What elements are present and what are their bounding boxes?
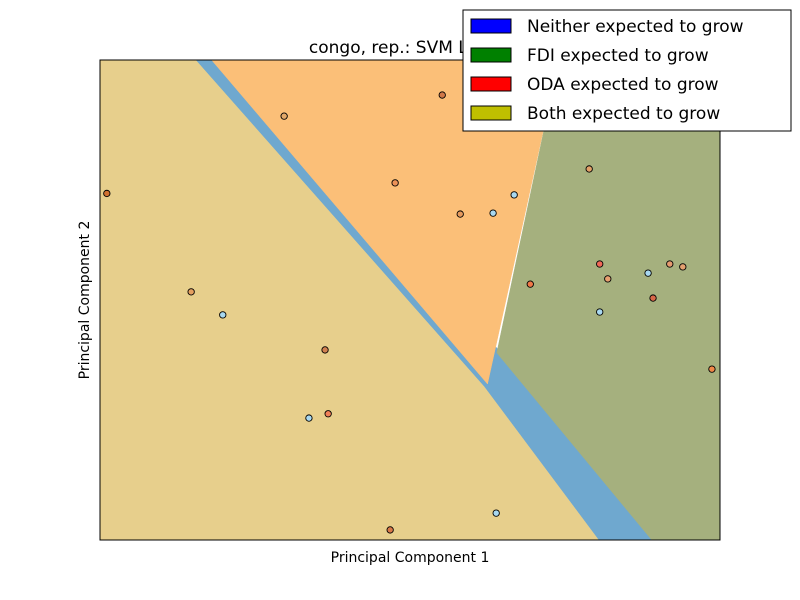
legend-label: ODA expected to grow bbox=[527, 75, 719, 95]
y-axis-label: Principal Component 2 bbox=[77, 221, 93, 380]
data-point bbox=[679, 263, 687, 271]
data-point bbox=[438, 91, 446, 99]
data-point bbox=[596, 260, 604, 268]
data-point bbox=[596, 308, 604, 316]
data-point bbox=[708, 365, 716, 373]
data-point bbox=[510, 191, 518, 199]
data-point bbox=[321, 346, 329, 354]
data-point bbox=[386, 526, 394, 534]
data-point bbox=[604, 275, 612, 283]
data-point bbox=[305, 414, 313, 422]
data-point bbox=[187, 288, 195, 296]
data-point bbox=[649, 294, 657, 302]
data-point bbox=[492, 509, 500, 517]
data-point bbox=[585, 165, 593, 173]
data-point bbox=[644, 269, 652, 277]
legend-swatch bbox=[470, 18, 512, 34]
legend: Neither expected to grow FDI expected to … bbox=[462, 9, 792, 132]
data-point bbox=[489, 209, 497, 217]
legend-label: Both expected to grow bbox=[527, 104, 720, 124]
legend-swatch bbox=[470, 47, 512, 63]
data-point bbox=[666, 260, 674, 268]
data-point bbox=[391, 179, 399, 187]
data-point bbox=[103, 189, 111, 198]
decision-regions bbox=[99, 59, 721, 541]
chart-title: congo, rep.: SVM Linear bbox=[309, 38, 511, 58]
plot-frame bbox=[99, 59, 721, 541]
data-points bbox=[103, 91, 716, 534]
data-point bbox=[526, 280, 534, 288]
data-point bbox=[324, 410, 332, 418]
data-point bbox=[456, 210, 464, 218]
x-axis-label: Principal Component 1 bbox=[331, 550, 490, 566]
legend-label: Neither expected to grow bbox=[527, 17, 744, 37]
legend-box bbox=[462, 9, 792, 132]
legend-label: FDI expected to grow bbox=[527, 46, 709, 66]
data-point bbox=[280, 112, 288, 120]
legend-swatch bbox=[470, 105, 512, 121]
legend-swatch bbox=[470, 76, 512, 92]
data-point bbox=[219, 311, 227, 319]
